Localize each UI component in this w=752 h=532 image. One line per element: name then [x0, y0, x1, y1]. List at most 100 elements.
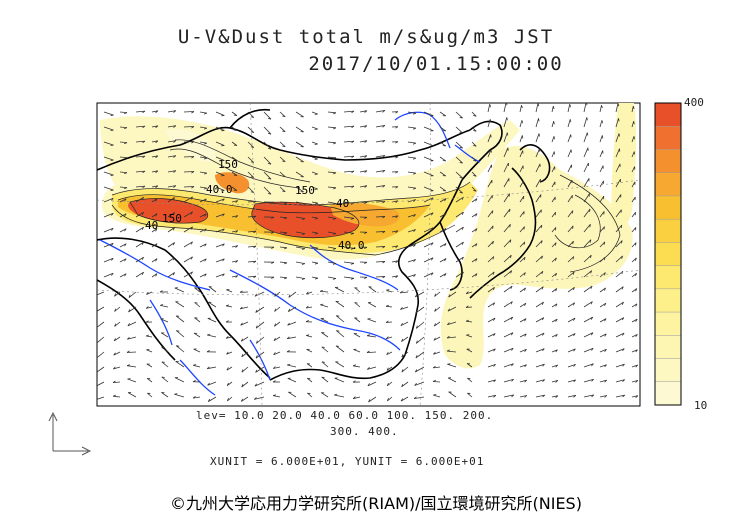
wind-vector-head	[399, 290, 403, 294]
wind-vector-head	[524, 318, 527, 322]
wind-vector-head	[364, 185, 368, 188]
wind-vector	[273, 336, 281, 342]
wind-vector	[135, 170, 146, 173]
wind-vector-head	[173, 170, 177, 173]
colorbar-swatch	[655, 312, 681, 336]
wind-vector	[327, 276, 336, 279]
wind-vector-head	[352, 380, 356, 383]
wind-vector	[567, 225, 574, 233]
wind-vector	[119, 213, 127, 218]
wind-vector	[279, 231, 288, 234]
wind-vector	[126, 351, 137, 353]
wind-vector	[466, 348, 473, 353]
wind-vector-head	[173, 185, 177, 188]
wind-vector-head	[332, 263, 337, 265]
wind-vector-head	[617, 103, 620, 107]
wind-vector-head	[382, 170, 386, 173]
wind-vector-head	[110, 159, 114, 161]
wind-vector	[631, 349, 638, 353]
wind-vector	[535, 240, 543, 248]
wind-vector-head	[524, 349, 527, 352]
wind-vector	[183, 241, 193, 248]
wind-vector	[215, 141, 225, 146]
wind-vector	[519, 395, 527, 398]
wind-vector	[503, 285, 513, 293]
wind-vector-head	[622, 363, 625, 367]
wind-vector	[231, 200, 238, 203]
wind-vector	[567, 119, 571, 128]
wind-vector-head	[635, 242, 637, 246]
wind-vector-head	[493, 364, 496, 367]
wind-vector	[183, 256, 193, 263]
wind-vector	[567, 164, 572, 173]
wind-vector-head	[334, 393, 338, 396]
wind-vector	[599, 241, 606, 248]
wind-vector	[423, 171, 434, 177]
wind-vector	[247, 186, 255, 193]
contour-levels-line2: 300. 400.	[330, 425, 399, 438]
wind-vector	[583, 117, 588, 128]
wind-vector	[416, 336, 425, 344]
wind-vector-head	[235, 245, 239, 248]
wind-vector-head	[555, 273, 557, 277]
wind-vector	[615, 118, 619, 128]
wind-vector-head	[444, 273, 447, 277]
wind-vector	[407, 186, 416, 189]
wind-vector	[119, 171, 128, 173]
wind-vector	[599, 348, 607, 353]
wind-vector-head	[444, 243, 447, 247]
wind-vector-head	[459, 177, 463, 179]
wind-vector-head	[459, 162, 463, 164]
wind-vector-head	[141, 272, 144, 275]
wind-vector-head	[414, 369, 418, 373]
wind-vector-head	[253, 275, 257, 279]
wind-vector	[407, 111, 416, 114]
wind-vector	[119, 126, 128, 128]
wind-vector	[615, 224, 623, 233]
wind-vector	[119, 273, 127, 278]
wind-vector-head	[467, 392, 471, 395]
wind-vector-head	[271, 246, 275, 249]
wind-vector-head	[493, 333, 496, 337]
wind-vector	[414, 396, 425, 399]
wind-vector	[207, 334, 217, 338]
wind-vector	[387, 396, 393, 402]
wind-vector	[503, 254, 512, 263]
wind-vector-head	[240, 338, 244, 342]
wind-vector-head	[635, 273, 637, 277]
wind-vector	[615, 286, 624, 293]
wind-vector	[207, 318, 217, 323]
wind-vector	[535, 379, 545, 383]
wind-vector-head	[333, 142, 337, 145]
wind-vector	[199, 258, 207, 263]
wind-vector	[599, 318, 607, 323]
wind-vector-head	[635, 395, 639, 399]
wind-vector	[135, 241, 144, 248]
wind-vector	[215, 198, 225, 203]
wind-vector-head	[95, 293, 97, 295]
wind-vector-head	[284, 232, 288, 235]
wind-vector-head	[430, 197, 434, 201]
wind-vector	[151, 213, 158, 218]
wind-vector	[343, 216, 354, 219]
wind-vector-head	[555, 303, 558, 307]
wind-vector	[215, 243, 225, 248]
wind-vector	[551, 257, 557, 263]
wind-vector	[535, 363, 545, 368]
wind-vector	[215, 156, 225, 161]
wind-vector	[176, 330, 185, 338]
wind-vector-head	[204, 273, 207, 277]
wind-vector-head	[320, 303, 324, 306]
wind-vector	[135, 226, 144, 233]
wind-vector-head	[412, 142, 417, 145]
wind-vector-head	[111, 272, 114, 276]
wind-vector	[583, 178, 590, 188]
wind-vector-head	[271, 276, 275, 279]
wind-vector-head	[573, 364, 576, 367]
wind-vector	[599, 395, 607, 398]
wind-vector	[359, 185, 367, 188]
wind-vector	[128, 291, 137, 298]
wind-vector	[503, 132, 508, 143]
wind-vector	[311, 276, 318, 279]
wind-vector	[295, 126, 304, 133]
